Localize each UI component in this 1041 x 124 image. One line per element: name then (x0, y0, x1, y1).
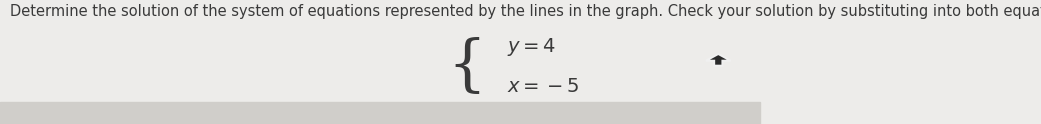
Bar (0, 102, 760, 124)
Text: {: { (447, 37, 486, 97)
Polygon shape (706, 54, 731, 66)
Text: Determine the solution of the system of equations represented by the lines in th: Determine the solution of the system of … (10, 4, 1041, 19)
Text: $y = 4$: $y = 4$ (507, 36, 556, 58)
Text: $x = -5$: $x = -5$ (507, 78, 580, 96)
